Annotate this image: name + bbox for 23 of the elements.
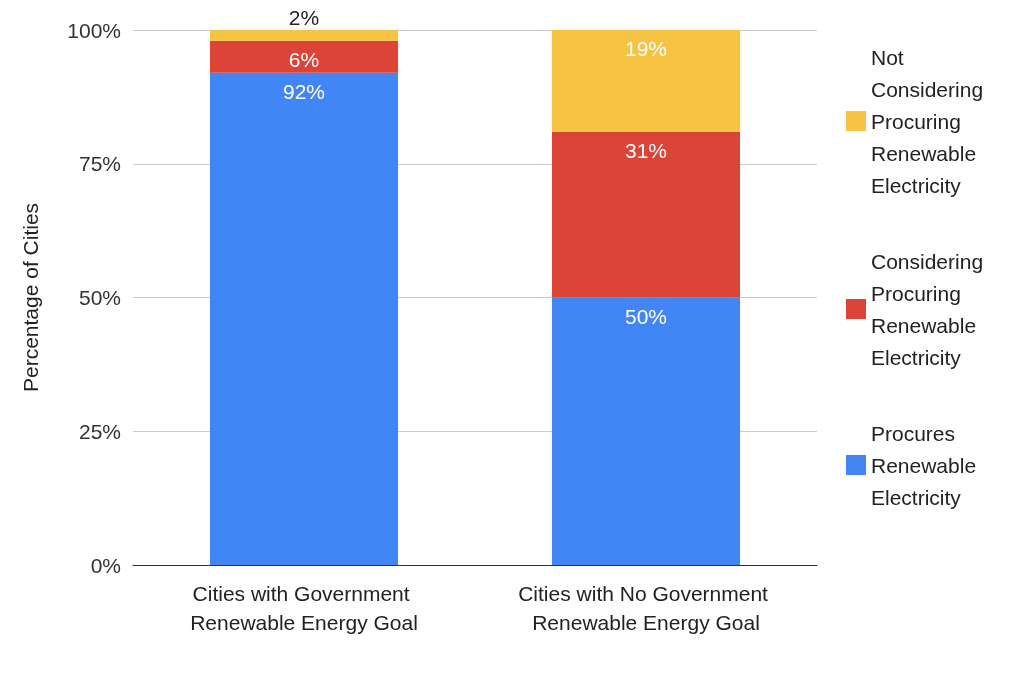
legend-label: Considering Procuring Renewable Electricity	[871, 249, 989, 369]
y-tick-label: 0%	[90, 553, 121, 577]
data-label: 2%	[288, 6, 320, 29]
data-label: 6%	[288, 47, 320, 71]
bar	[551, 297, 741, 565]
y-axis-title: Percentage of Cities	[19, 202, 42, 393]
x-tick-label: Cities with No Government Renewable Energy Goal	[518, 582, 774, 634]
bar	[551, 30, 741, 132]
y-tick-label: 50%	[78, 286, 121, 309]
data-label: 19%	[624, 37, 668, 60]
bar	[209, 72, 399, 565]
y-tick-label: 75%	[78, 152, 121, 176]
data-label: 31%	[624, 138, 668, 162]
y-tick-label: 25%	[78, 419, 121, 443]
bar	[209, 30, 399, 41]
x-tick-label: Cities with Government Renewable Energy Goal	[190, 582, 418, 634]
bar	[209, 40, 399, 73]
data-label: 50%	[624, 304, 668, 328]
data-label: 92%	[282, 79, 326, 103]
y-tick-label: 100%	[67, 18, 121, 42]
bar	[551, 131, 741, 298]
legend-label: Not Considering Procuring Renewable Electricity	[871, 45, 989, 197]
legend-label: Procures Renewable Electricity	[871, 421, 982, 509]
